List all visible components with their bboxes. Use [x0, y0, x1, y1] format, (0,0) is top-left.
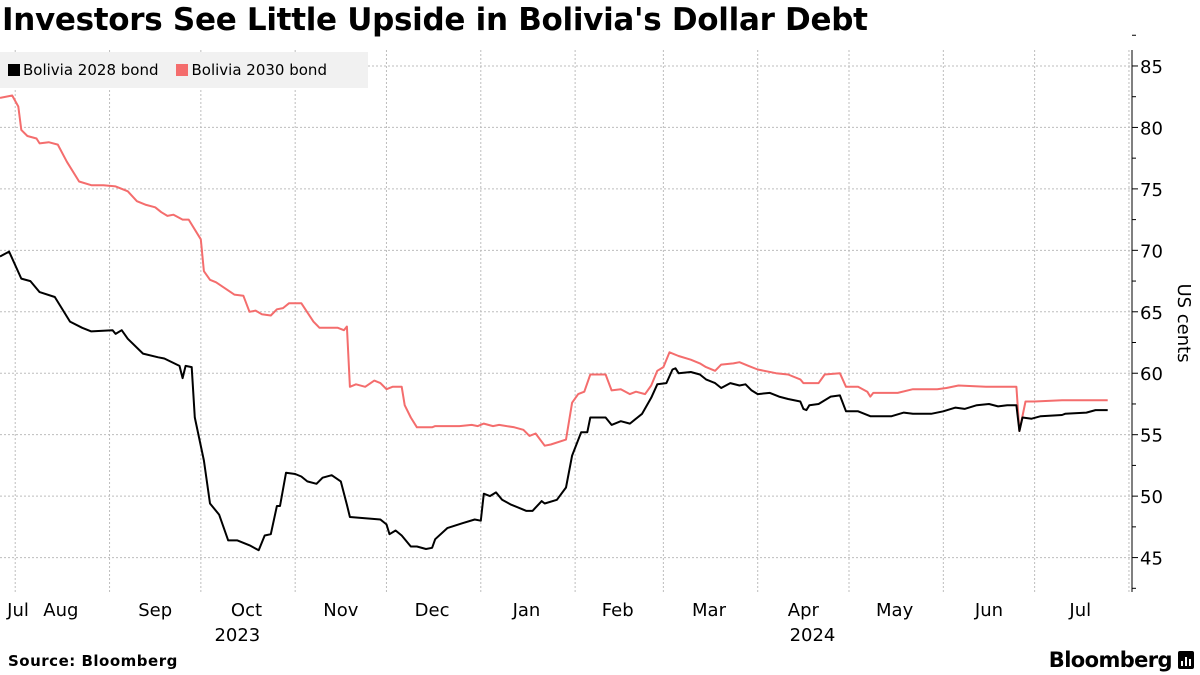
y-tick-label: 55: [1140, 426, 1163, 447]
gridlines: [0, 50, 1132, 592]
x-tick-label: Apr: [788, 600, 820, 621]
y-tick-label: 80: [1140, 118, 1163, 139]
y-tick-label: 85: [1140, 57, 1163, 78]
x-tick-label: Nov: [323, 600, 358, 621]
x-tick-label: May: [876, 600, 914, 621]
y-axis: 45 50 55 60 65 70 75 80 85: [1131, 34, 1163, 592]
x-tick-label: Dec: [415, 600, 450, 621]
y-tick-label: 45: [1140, 549, 1163, 570]
x-tick-label: Jul: [1068, 600, 1091, 621]
x-tick-label: Mar: [692, 600, 727, 621]
legend-swatch-black: [8, 64, 20, 76]
x-tick-label: Jun: [974, 600, 1003, 621]
x-tick-label: Oct: [231, 600, 262, 621]
legend-item-2030: Bolivia 2030 bond: [176, 61, 327, 79]
y-tick-label: 65: [1140, 303, 1163, 324]
chart-title: Investors See Little Upside in Bolivia's…: [2, 2, 868, 38]
y-axis-label: US cents: [1173, 283, 1194, 362]
series-line-bolivia-2028: [0, 250, 1108, 552]
logo-text: Bloomberg: [1048, 648, 1173, 672]
series-lines: [0, 94, 1108, 552]
x-axis-labels: Jul Aug Sep Oct Nov Dec Jan Feb Mar Apr May Jun Jul 2…: [6, 600, 1091, 646]
y-tick-label: 60: [1140, 364, 1163, 385]
x-tick-label: Sep: [138, 600, 172, 621]
y-tick-label: 50: [1140, 487, 1163, 508]
x-year-label: 2024: [790, 625, 836, 646]
legend: Bolivia 2028 bond Bolivia 2030 bond: [0, 52, 368, 88]
source-note: Source: Bloomberg: [8, 652, 178, 670]
series-line-bolivia-2030: [0, 94, 1108, 447]
legend-swatch-red: [176, 64, 189, 76]
bloomberg-logo: Bloomberg: [1049, 648, 1194, 672]
y-tick-label: 75: [1140, 180, 1163, 201]
x-tick-label: Jul: [6, 600, 29, 621]
x-year-label: 2023: [214, 625, 260, 646]
legend-label: Bolivia 2030 bond: [191, 61, 327, 79]
legend-label: Bolivia 2028 bond: [23, 61, 159, 79]
x-tick-label: Aug: [43, 600, 78, 621]
x-tick-label: Jan: [512, 600, 541, 621]
y-tick-label: 70: [1140, 241, 1163, 262]
legend-item-2028: Bolivia 2028 bond: [8, 61, 158, 79]
x-tick-label: Feb: [602, 600, 634, 621]
bloomberg-chart-icon: [1178, 651, 1194, 669]
